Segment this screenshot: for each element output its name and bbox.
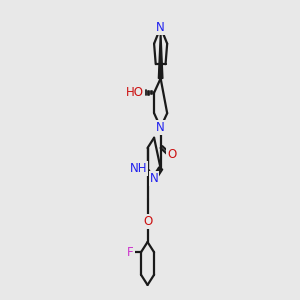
Polygon shape: [158, 27, 163, 78]
Text: N: N: [150, 172, 158, 185]
Text: N: N: [156, 121, 165, 134]
Text: F: F: [127, 246, 134, 259]
Text: O: O: [167, 148, 176, 160]
Text: N: N: [156, 21, 165, 34]
Text: HO: HO: [126, 86, 144, 99]
Text: O: O: [143, 215, 152, 228]
Text: NH: NH: [130, 162, 148, 175]
